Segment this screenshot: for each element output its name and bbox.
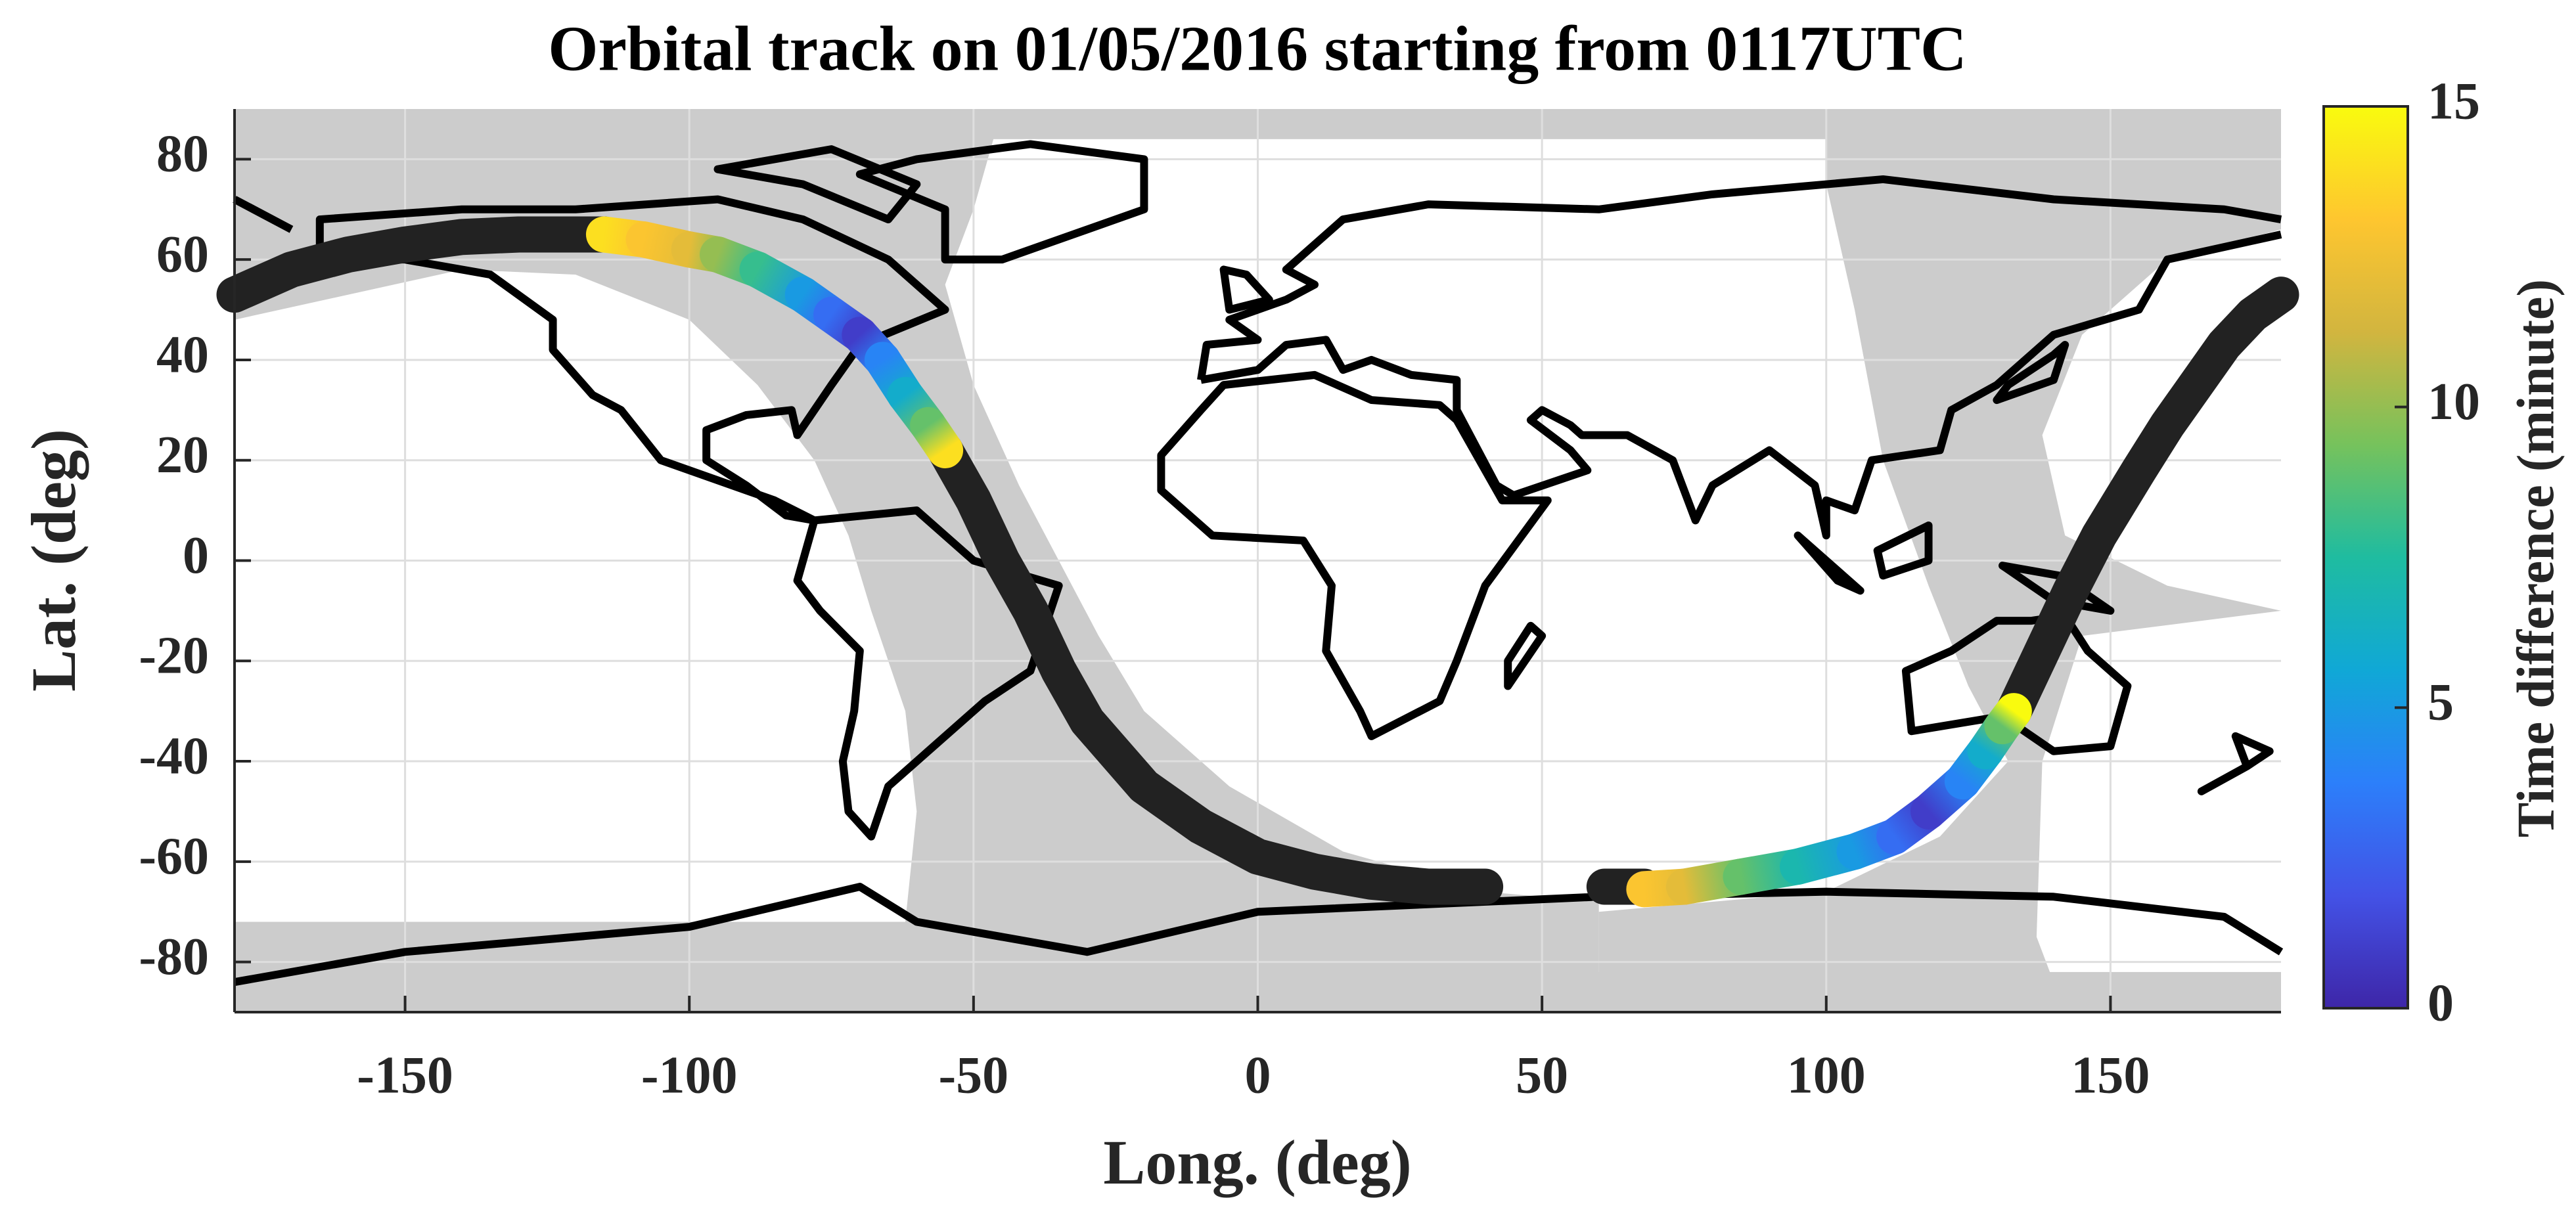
track-line	[1995, 277, 2299, 730]
tracks	[216, 216, 2299, 908]
x-axis-label: Long. (deg)	[1103, 1127, 1411, 1197]
y-tick-label: 80	[156, 125, 209, 183]
y-tick-label: 20	[156, 426, 209, 484]
x-tick-label: 100	[1787, 1046, 1866, 1104]
colorbar-tick-label: 15	[2428, 72, 2480, 130]
coastlines	[235, 144, 2281, 982]
colorbar-label: Time difference (minute)	[2507, 279, 2565, 837]
x-tick-label: -150	[357, 1046, 453, 1104]
y-tick-label: 60	[156, 226, 209, 284]
axes: -150 -100 -50 0 50 100 150 -80 -60 -40 -20 0 20 40 60 8…	[139, 109, 2281, 1104]
colorbar-tick-label: 0	[2428, 974, 2454, 1032]
x-tick-label: 150	[2071, 1046, 2150, 1104]
x-tick-label: 0	[1245, 1046, 1271, 1104]
y-axis-label: Lat. (deg)	[18, 429, 89, 692]
colorbar-tick-label: 5	[2428, 674, 2454, 732]
x-tick-label: -50	[939, 1046, 1009, 1104]
y-tick-label: 40	[156, 326, 209, 384]
colorbar	[2322, 105, 2409, 1010]
y-tick-label: -80	[139, 928, 209, 986]
y-tick-label: -40	[139, 727, 209, 785]
x-tick-label: -100	[641, 1046, 738, 1104]
chart-title: Orbital track on 01/05/2016 starting fro…	[548, 13, 1967, 84]
track-line	[927, 432, 1504, 905]
y-tick-label: -60	[139, 828, 209, 885]
track-segment	[1984, 693, 2032, 745]
y-tick-label: 0	[183, 527, 209, 585]
track-line	[216, 216, 622, 313]
track-segment	[910, 407, 964, 468]
y-tick-label: -20	[139, 627, 209, 685]
colorbar-tick-label: 10	[2428, 373, 2480, 431]
x-tick-label: 50	[1516, 1046, 1568, 1104]
